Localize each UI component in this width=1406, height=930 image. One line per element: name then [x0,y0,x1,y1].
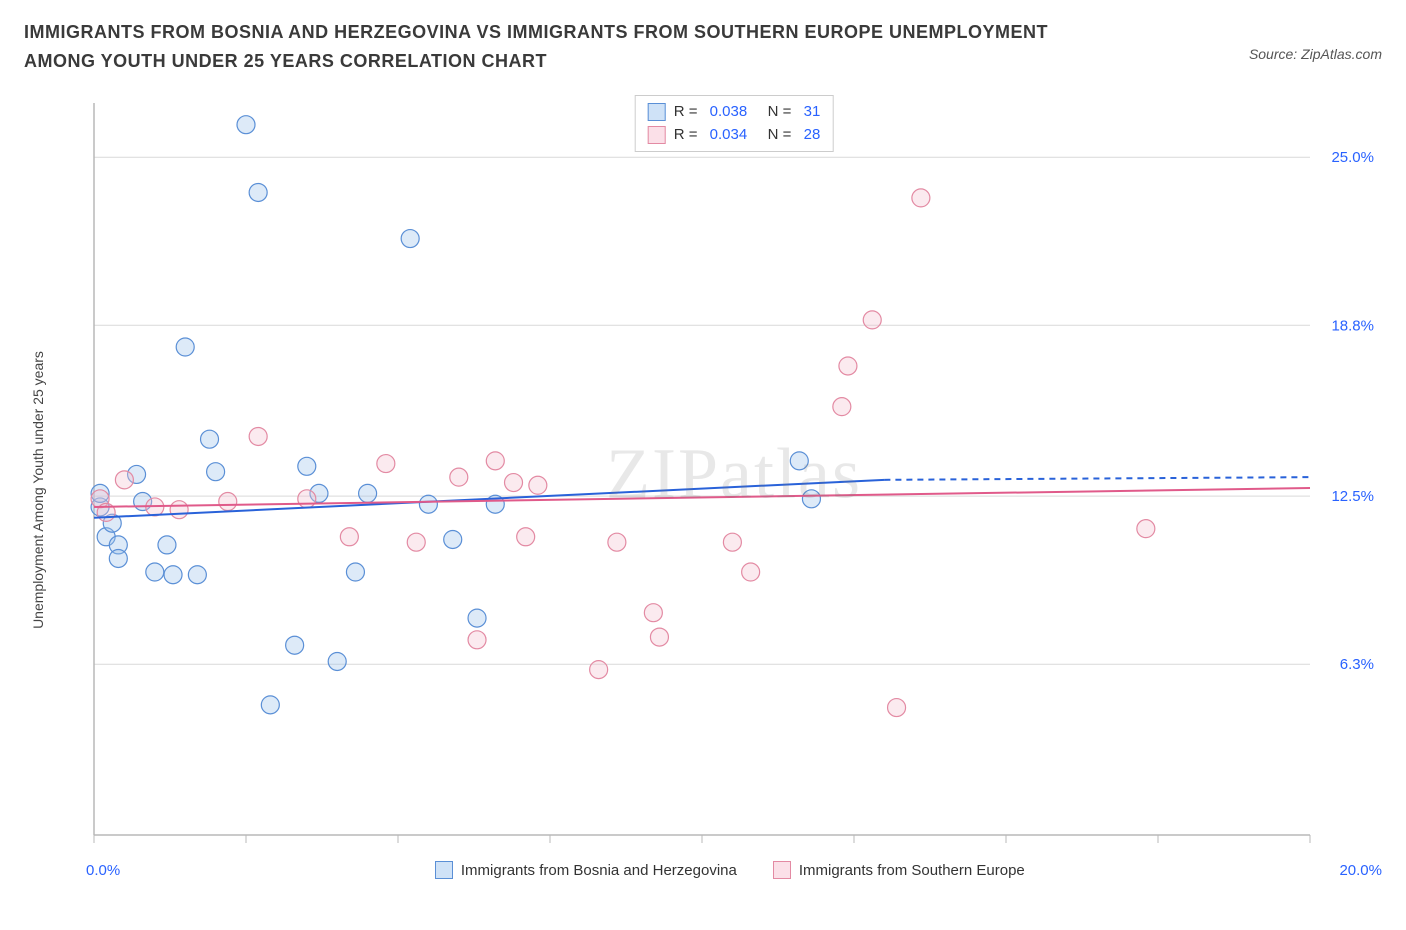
stat-n-southern: 28 [804,124,821,147]
legend-bottom: 0.0% Immigrants from Bosnia and Herzegov… [86,855,1382,885]
plot-svg: 6.3% 12.5% 18.8% 25.0% [86,95,1382,885]
source-attribution: Source: ZipAtlas.com [1249,46,1382,62]
x-axis-max: 20.0% [1339,862,1382,879]
svg-text:6.3%: 6.3% [1340,656,1374,673]
legend-stats: R = 0.038 N = 31 R = 0.034 N = 28 [635,95,834,152]
stat-r-label: R = [674,124,702,147]
y-axis-label: Unemployment Among Youth under 25 years [30,351,46,629]
x-axis-min: 0.0% [86,862,120,879]
scatter-plot: 6.3%12.5%18.8%25.0% ZIPatlas R = 0.038 N… [86,95,1382,885]
stat-r-label: R = [674,101,702,124]
stat-n-bosnia: 31 [804,101,821,124]
page-title: IMMIGRANTS FROM BOSNIA AND HERZEGOVINA V… [24,18,1074,76]
legend-row-southern: R = 0.034 N = 28 [648,124,821,147]
legend-row-bosnia: R = 0.038 N = 31 [648,101,821,124]
swatch-bosnia [648,103,666,121]
legend-item-southern: Immigrants from Southern Europe [773,861,1025,879]
chart-container: Unemployment Among Youth under 25 years … [24,95,1382,885]
legend-label-bosnia: Immigrants from Bosnia and Herzegovina [461,862,737,879]
swatch-bosnia-bottom [435,861,453,879]
stat-r-bosnia: 0.038 [710,101,748,124]
svg-text:18.8%: 18.8% [1331,317,1374,334]
swatch-southern [648,126,666,144]
legend-label-southern: Immigrants from Southern Europe [799,862,1025,879]
svg-text:25.0%: 25.0% [1331,149,1374,166]
stat-r-southern: 0.034 [710,124,748,147]
swatch-southern-bottom [773,861,791,879]
stat-n-label: N = [755,124,795,147]
legend-item-bosnia: Immigrants from Bosnia and Herzegovina [435,861,737,879]
svg-text:12.5%: 12.5% [1331,488,1374,505]
stat-n-label: N = [755,101,795,124]
